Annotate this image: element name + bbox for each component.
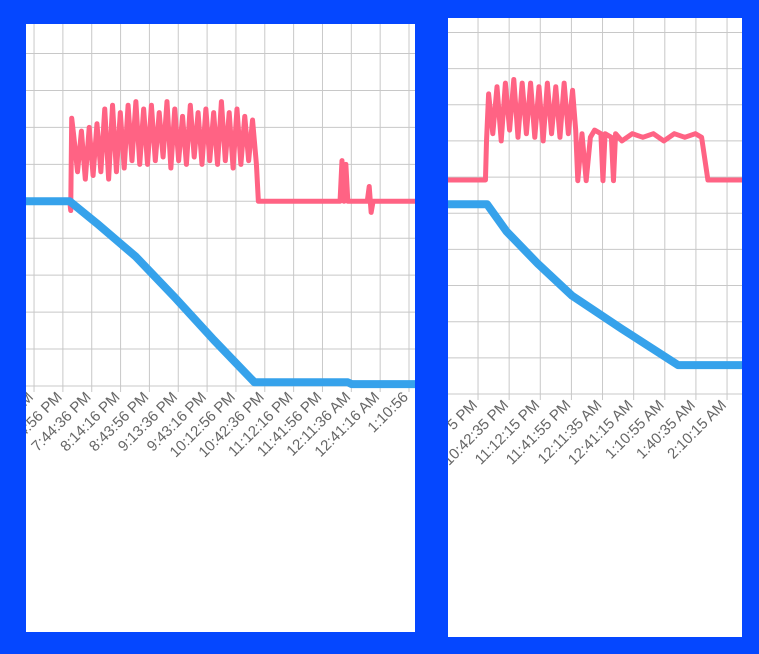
series-line	[26, 197, 415, 389]
x-tick-label: M	[26, 389, 37, 410]
chart-panel: M4:56 PM7:44:36 PM8:14:16 PM8:43:56 PM9:…	[26, 24, 415, 632]
series-line	[448, 76, 742, 184]
series-line	[448, 200, 742, 370]
series-line	[26, 99, 415, 215]
